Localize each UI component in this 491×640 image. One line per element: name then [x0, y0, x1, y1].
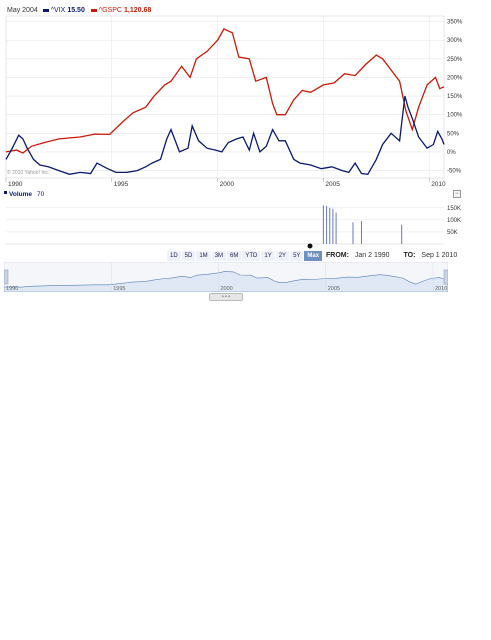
x-tick-label: 2005	[325, 181, 340, 188]
legend-date: May 2004	[7, 6, 38, 14]
from-label: FROM:	[326, 252, 349, 259]
navigator-tick-label: 1990	[6, 286, 18, 292]
x-tick-label: 1995	[114, 181, 129, 188]
copyright-text: © 2010 Yahoo! Inc.	[7, 169, 49, 176]
navigator-chart[interactable]: 1990 1995 2000 2005 2010	[4, 262, 448, 292]
range-button-1y[interactable]: 1Y	[261, 251, 276, 261]
volume-bar	[329, 207, 331, 244]
from-value[interactable]: Jan 2 1990	[354, 252, 390, 259]
range-button-5d[interactable]: 5D	[181, 251, 197, 261]
range-button-1m[interactable]: 1M	[196, 251, 212, 261]
range-button-ytd[interactable]: YTD	[242, 251, 262, 261]
volume-label: Volume	[9, 191, 32, 198]
volume-swatch	[4, 191, 7, 194]
navigator-area	[4, 271, 448, 292]
y-tick-label: 100%	[447, 113, 463, 119]
vix-series-line	[5, 95, 445, 175]
y-tick-label: 50%	[447, 131, 460, 137]
navigator-tick-label: 1995	[113, 286, 125, 292]
legend-gspc-symbol: ^GSPC	[98, 6, 122, 14]
volume-bar	[335, 212, 337, 244]
chart-legend: May 2004 ^VIX 15.50 ^GSPC 1,120.68	[7, 4, 154, 16]
y-tick-label: 250%	[447, 57, 463, 63]
volume-bar	[352, 222, 354, 244]
volume-value: 70	[37, 191, 45, 198]
range-button-6m[interactable]: 6M	[227, 251, 243, 261]
to-label: TO:	[403, 252, 416, 259]
legend-vix-value: 15.50	[67, 6, 85, 14]
range-button-5y[interactable]: 5Y	[290, 251, 305, 261]
navigator-tick-label: 2000	[220, 286, 232, 292]
volume-bar	[401, 224, 403, 244]
volume-bar	[332, 209, 334, 244]
volume-tick-label: 150K	[447, 206, 461, 212]
range-button-3m[interactable]: 3M	[211, 251, 228, 261]
navigator-tick-label: 2005	[328, 286, 340, 292]
y-tick-label: 300%	[447, 38, 463, 44]
volume-bar	[322, 205, 324, 244]
volume-bar	[360, 221, 362, 244]
collapse-volume-button[interactable]: −	[453, 190, 461, 198]
y-tick-label: 350%	[447, 20, 463, 26]
gspc-swatch	[90, 8, 97, 12]
volume-tick-label: 50K	[447, 230, 458, 236]
event-marker-icon[interactable]	[307, 243, 313, 249]
plot-frame	[5, 15, 445, 179]
range-button-2y[interactable]: 2Y	[275, 251, 291, 261]
price-chart: 350% 300% 250% 200% 150% 100% 50% 0% -50% 1990 19…	[4, 15, 463, 249]
range-selector: 1D 5D 1M 3M 6M YTD 1Y 2Y 5Y Max	[167, 251, 324, 261]
range-button-max[interactable]: Max	[304, 251, 324, 261]
range-button-1d[interactable]: 1D	[167, 251, 182, 261]
x-tick-label: 1990	[8, 181, 23, 188]
x-tick-label: 2000	[220, 181, 235, 188]
volume-bar	[326, 205, 328, 244]
vix-swatch	[42, 8, 49, 12]
to-value[interactable]: Sep 1 2010	[421, 252, 458, 259]
grip-dots-icon: • • •	[221, 294, 231, 300]
gspc-series-line	[5, 28, 445, 154]
navigator-left-handle[interactable]	[4, 269, 9, 285]
x-tick-label: 2010	[431, 181, 446, 188]
navigator-right-handle[interactable]	[443, 269, 448, 285]
date-range-display: FROM: Jan 2 1990 TO: Sep 1 2010	[326, 251, 457, 261]
legend-vix-symbol: ^VIX	[50, 6, 66, 14]
y-tick-label: 200%	[447, 75, 463, 81]
resize-grip[interactable]: • • •	[209, 293, 243, 301]
volume-tick-label: 100K	[447, 218, 461, 224]
legend-gspc-value: 1,120.68	[123, 6, 152, 14]
navigator-tick-label: 2010	[435, 286, 447, 292]
y-tick-label: -50%	[447, 169, 462, 175]
y-tick-label: 150%	[447, 94, 463, 100]
minus-icon: −	[455, 191, 459, 197]
y-tick-label: 0%	[447, 150, 456, 156]
